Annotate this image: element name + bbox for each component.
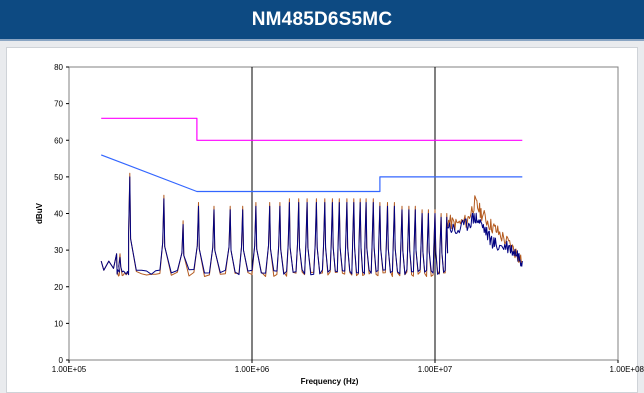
header-bar: NM485D6S5MC [0,0,644,41]
x-tick-label: 1.00E+06 [235,365,270,374]
y-axis-title: dBuV [35,202,44,224]
quasi-peak-limit-line [101,117,523,141]
chart-title: NM485D6S5MC [251,8,393,30]
y-tick-label: 0 [59,356,64,365]
x-tick-label: 1.00E+05 [52,365,87,374]
y-tick-label: 10 [54,319,63,328]
plot-area [68,66,619,361]
y-tick-label: 80 [54,63,63,72]
x-tick-label: 1.00E+08 [610,365,644,374]
x-tick-label: 1.00E+07 [418,365,453,374]
y-tick-label: 30 [54,246,63,255]
x-axis-title: Frequency (Hz) [301,377,359,386]
average-trace-line [100,176,523,276]
average-limit-line [100,154,523,193]
y-tick-label: 40 [54,210,63,219]
y-tick-label: 20 [54,283,63,292]
y-tick-label: 60 [54,136,63,145]
y-tick-label: 70 [54,100,63,109]
y-tick-label: 50 [54,173,63,182]
